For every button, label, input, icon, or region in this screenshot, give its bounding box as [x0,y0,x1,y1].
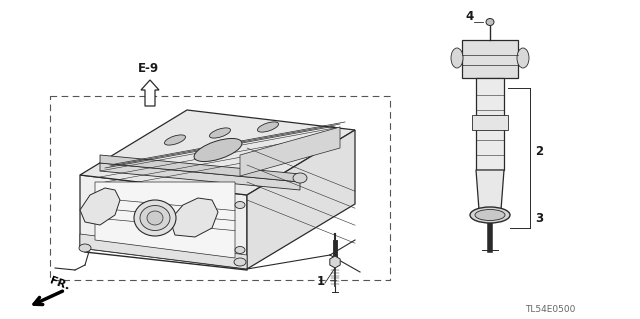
Polygon shape [476,170,504,210]
Polygon shape [80,188,120,225]
Polygon shape [170,198,218,237]
Ellipse shape [293,173,307,183]
Polygon shape [80,175,247,269]
Text: 1: 1 [317,275,325,288]
Polygon shape [100,163,300,190]
Text: 2: 2 [535,145,543,158]
Ellipse shape [134,200,176,236]
Ellipse shape [235,247,245,254]
Polygon shape [330,256,340,268]
Ellipse shape [235,202,245,209]
Ellipse shape [470,207,510,223]
Text: E-9: E-9 [138,62,159,75]
Text: 4: 4 [465,10,473,23]
Text: 3: 3 [535,212,543,225]
Ellipse shape [517,48,529,68]
Ellipse shape [475,210,505,220]
Polygon shape [476,78,504,170]
Polygon shape [462,40,518,78]
Text: TL54E0500: TL54E0500 [525,305,575,314]
Polygon shape [95,182,235,258]
Ellipse shape [257,122,278,132]
Polygon shape [80,110,355,195]
Polygon shape [80,234,247,269]
Text: FR.: FR. [48,276,70,292]
Ellipse shape [147,211,163,225]
Polygon shape [240,127,340,176]
Ellipse shape [209,128,230,138]
Ellipse shape [234,258,246,266]
Ellipse shape [194,138,242,161]
Polygon shape [247,130,355,269]
Polygon shape [100,155,300,182]
Ellipse shape [486,19,494,26]
Polygon shape [472,115,508,130]
Ellipse shape [79,244,91,252]
FancyArrow shape [141,80,159,106]
Ellipse shape [164,135,186,145]
Ellipse shape [140,205,170,231]
Ellipse shape [451,48,463,68]
